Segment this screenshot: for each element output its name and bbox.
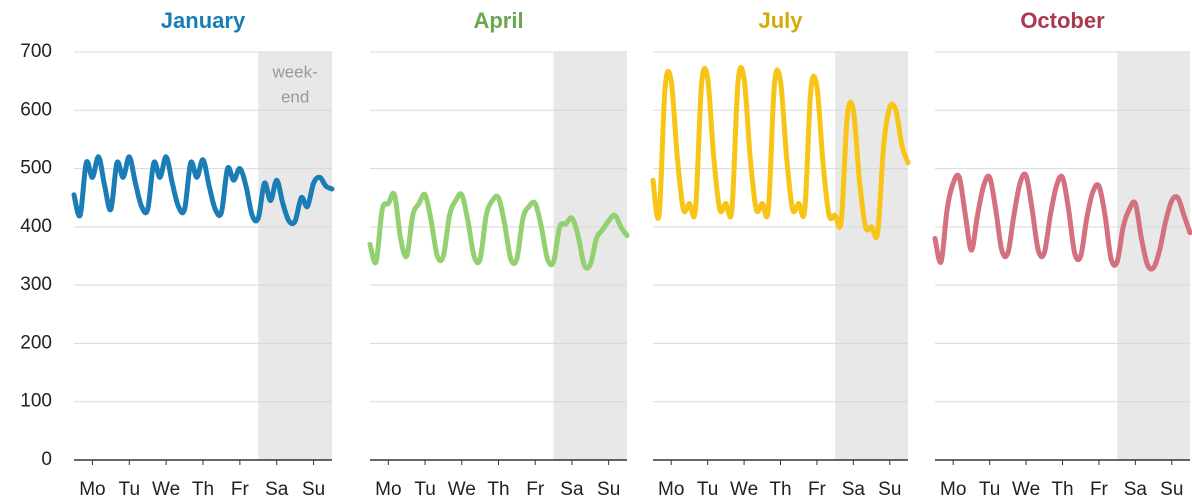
chart-title: April xyxy=(473,8,523,33)
chart-title: July xyxy=(758,8,803,33)
annotation: end xyxy=(281,87,309,106)
x-tick-label: We xyxy=(1012,479,1040,500)
x-tick-label: We xyxy=(730,479,758,500)
x-tick-label: Mo xyxy=(658,479,684,500)
chart-title: October xyxy=(1020,8,1105,33)
y-tick-label: 400 xyxy=(20,216,52,237)
x-tick-label: Fr xyxy=(1090,479,1109,500)
x-tick-label: Th xyxy=(769,479,791,500)
line xyxy=(932,171,1192,272)
x-tick-label: Th xyxy=(487,479,509,500)
x-tick-label: Su xyxy=(597,479,620,500)
x-tick-label: We xyxy=(152,479,180,500)
y-tick-label: 100 xyxy=(20,391,52,412)
x-tick-label: Fr xyxy=(231,479,250,500)
x-tick-label: Th xyxy=(192,479,214,500)
x-tick-label: Tu xyxy=(979,479,1000,500)
y-tick-label: 500 xyxy=(20,158,52,179)
x-tick-label: Su xyxy=(878,479,901,500)
x-tick-label: Mo xyxy=(79,479,105,500)
x-tick-label: Tu xyxy=(119,479,140,500)
weekend-shade xyxy=(258,52,332,460)
line xyxy=(71,154,335,227)
annotation: week- xyxy=(271,62,317,81)
y-tick-label: 0 xyxy=(41,449,52,470)
x-tick-label: Sa xyxy=(1124,479,1148,500)
x-tick-label: Fr xyxy=(526,479,545,500)
x-tick-label: Th xyxy=(1051,479,1073,500)
x-tick-label: Tu xyxy=(697,479,718,500)
x-tick-label: Su xyxy=(302,479,325,500)
y-tick-label: 600 xyxy=(20,99,52,120)
x-tick-label: Mo xyxy=(375,479,401,500)
weekend-shade xyxy=(1117,52,1190,460)
line xyxy=(650,64,911,241)
line xyxy=(367,190,630,271)
x-tick-label: Su xyxy=(1160,479,1183,500)
x-tick-label: Sa xyxy=(842,479,866,500)
x-tick-label: Sa xyxy=(560,479,584,500)
x-tick-label: Sa xyxy=(265,479,289,500)
y-tick-label: 700 xyxy=(20,41,52,62)
x-tick-label: Mo xyxy=(940,479,966,500)
y-tick-label: 300 xyxy=(20,274,52,295)
y-tick-label: 200 xyxy=(20,332,52,353)
x-tick-label: Tu xyxy=(414,479,435,500)
chart-title: January xyxy=(161,8,246,33)
x-tick-label: Fr xyxy=(808,479,827,500)
x-tick-label: We xyxy=(448,479,476,500)
